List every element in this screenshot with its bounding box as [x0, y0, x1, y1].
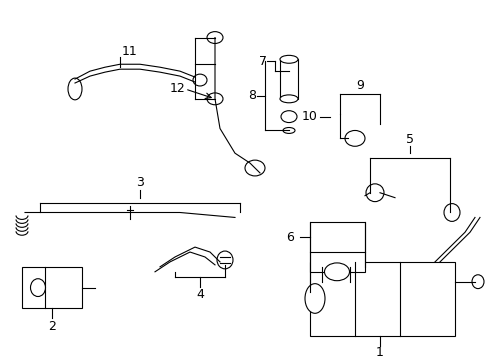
Text: 10: 10 — [302, 110, 318, 123]
Text: 1: 1 — [376, 346, 384, 359]
Ellipse shape — [30, 279, 46, 297]
Text: 6: 6 — [286, 231, 294, 244]
Ellipse shape — [345, 130, 365, 146]
Text: 4: 4 — [196, 288, 204, 301]
Text: 3: 3 — [136, 176, 144, 189]
Ellipse shape — [324, 263, 349, 281]
Ellipse shape — [207, 32, 223, 44]
Bar — [310, 262, 455, 336]
Text: 5: 5 — [406, 133, 414, 146]
Ellipse shape — [366, 184, 384, 202]
Text: 7: 7 — [259, 55, 267, 68]
Bar — [280, 59, 298, 99]
Ellipse shape — [207, 93, 223, 105]
Text: 11: 11 — [122, 45, 138, 58]
Text: 12: 12 — [170, 82, 186, 95]
Ellipse shape — [280, 55, 298, 63]
Ellipse shape — [193, 74, 207, 86]
Ellipse shape — [305, 284, 325, 313]
Bar — [310, 222, 365, 272]
Text: 8: 8 — [248, 89, 256, 102]
Ellipse shape — [245, 160, 265, 176]
Ellipse shape — [68, 78, 82, 100]
Ellipse shape — [281, 111, 297, 122]
Ellipse shape — [280, 95, 298, 103]
Ellipse shape — [217, 251, 233, 269]
Bar — [22, 267, 82, 309]
Text: 2: 2 — [48, 320, 56, 333]
Ellipse shape — [283, 127, 295, 134]
Ellipse shape — [472, 275, 484, 289]
Text: 9: 9 — [356, 80, 364, 93]
Ellipse shape — [444, 204, 460, 221]
